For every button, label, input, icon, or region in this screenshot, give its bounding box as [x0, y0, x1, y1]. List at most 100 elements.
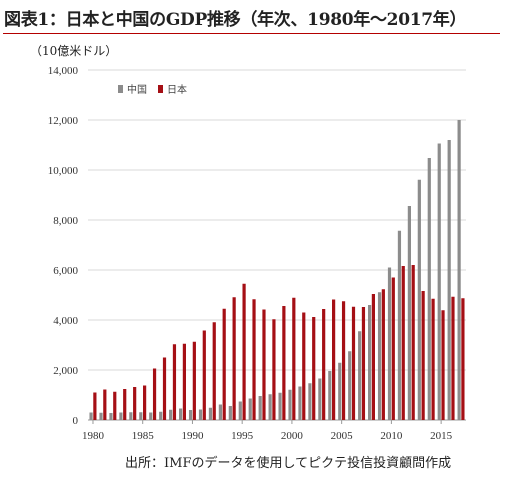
- bar-japan-1988: [172, 344, 177, 420]
- bar-japan-2010: [391, 277, 395, 420]
- bar-china-2002: [308, 383, 312, 420]
- bar-china-2012: [407, 206, 411, 420]
- bar-japan-2012: [411, 265, 415, 420]
- bar-japan-1989: [182, 343, 186, 420]
- bar-japan-1995: [242, 283, 246, 420]
- x-tick-label: 1985: [132, 430, 155, 442]
- bar-china-2013: [417, 179, 421, 420]
- bar-japan-1983: [123, 389, 127, 420]
- y-tick-label: 12,000: [48, 115, 79, 127]
- legend-label-china: 中国: [127, 83, 147, 96]
- y-tick-label: 2,000: [53, 365, 78, 377]
- bar-china-2001: [298, 386, 302, 420]
- bar-china-2005: [338, 362, 342, 420]
- bar-china-1996: [248, 398, 252, 420]
- bar-china-1991: [198, 409, 203, 420]
- bar-china-1982: [109, 413, 113, 420]
- bar-japan-2002: [312, 317, 316, 420]
- y-tick-label: 0: [73, 415, 79, 427]
- bar-japan-2013: [421, 291, 425, 420]
- bar-japan-2014: [431, 298, 435, 420]
- bar-china-1994: [228, 406, 232, 420]
- bar-japan-2016: [451, 296, 455, 420]
- bar-japan-1994: [232, 297, 236, 420]
- bar-japan-1997: [262, 309, 266, 420]
- bar-china-1992: [208, 407, 213, 420]
- bar-japan-2004: [332, 299, 336, 420]
- bar-china-1995: [238, 401, 242, 420]
- bar-china-1983: [119, 412, 123, 420]
- x-tick-label: 2005: [331, 430, 354, 442]
- bar-japan-2008: [371, 294, 375, 420]
- bar-japan-1992: [212, 322, 216, 420]
- bar-china-2004: [328, 371, 332, 420]
- bar-china-1980: [89, 412, 93, 420]
- bar-china-2010: [387, 267, 392, 420]
- bar-china-1988: [169, 409, 173, 420]
- bar-china-1993: [218, 404, 222, 420]
- y-tick-label: 4,000: [53, 315, 78, 327]
- x-tick-label: 2010: [380, 430, 403, 442]
- bar-china-2000: [288, 389, 292, 420]
- bar-china-2009: [377, 292, 382, 420]
- bar-japan-1993: [222, 308, 226, 420]
- bar-japan-1999: [282, 306, 286, 420]
- bar-china-2011: [397, 230, 402, 420]
- bar-japan-1991: [202, 330, 206, 420]
- bar-china-2006: [348, 351, 352, 420]
- bar-japan-2003: [322, 309, 326, 420]
- bar-china-2017: [457, 120, 461, 420]
- x-tick-label: 1990: [181, 430, 204, 442]
- bar-japan-1984: [133, 387, 137, 420]
- bar-china-1981: [99, 412, 103, 420]
- bar-china-1987: [159, 411, 163, 420]
- bar-japan-2006: [351, 306, 356, 420]
- bar-japan-1987: [162, 357, 167, 420]
- bar-japan-2005: [341, 301, 346, 420]
- bar-china-2008: [368, 305, 372, 420]
- bar-japan-1981: [103, 389, 107, 420]
- bar-china-2015: [437, 143, 441, 420]
- bar-china-1986: [149, 412, 153, 420]
- bar-japan-1982: [113, 391, 117, 420]
- y-axis-unit-label: （10億米ドル）: [30, 44, 118, 58]
- bar-china-1997: [258, 396, 262, 420]
- bar-japan-1998: [272, 319, 276, 420]
- bar-china-1985: [139, 412, 143, 420]
- bar-japan-2009: [381, 289, 385, 420]
- y-tick-label: 6,000: [53, 265, 78, 277]
- bar-china-1990: [188, 410, 193, 420]
- legend-swatch-japan: [158, 85, 163, 93]
- bar-japan-2000: [292, 297, 296, 420]
- bar-china-2016: [447, 140, 451, 420]
- legend-label-japan: 日本: [167, 83, 187, 96]
- bar-japan-1990: [192, 341, 196, 420]
- bar-japan-2007: [361, 307, 366, 420]
- bar-japan-1996: [252, 299, 256, 420]
- bar-china-2003: [318, 378, 322, 420]
- title-underline: [3, 33, 500, 34]
- x-tick-label: 1995: [231, 430, 254, 442]
- x-tick-label: 1980: [82, 430, 105, 442]
- x-tick-label: 2015: [430, 430, 453, 442]
- bar-japan-2017: [461, 298, 465, 420]
- bar-china-2007: [358, 331, 362, 420]
- bar-japan-1980: [93, 392, 97, 420]
- bar-china-1999: [278, 392, 282, 420]
- chart-title: 図表1：日本と中国のGDP推移（年次、1980年〜2017年）: [4, 10, 467, 30]
- bar-china-2014: [427, 158, 431, 420]
- y-tick-label: 8,000: [53, 215, 78, 227]
- bar-japan-1986: [152, 368, 157, 420]
- bar-china-1984: [129, 412, 133, 420]
- bar-japan-2001: [302, 312, 306, 420]
- bar-japan-2011: [401, 266, 405, 420]
- y-tick-label: 14,000: [48, 65, 79, 77]
- bar-japan-2015: [441, 310, 445, 420]
- bar-china-1998: [268, 394, 272, 420]
- y-tick-label: 10,000: [48, 165, 79, 177]
- bar-china-1989: [179, 408, 183, 420]
- bar-japan-1985: [143, 385, 147, 420]
- legend-swatch-china: [118, 85, 123, 93]
- x-tick-label: 2000: [281, 430, 304, 442]
